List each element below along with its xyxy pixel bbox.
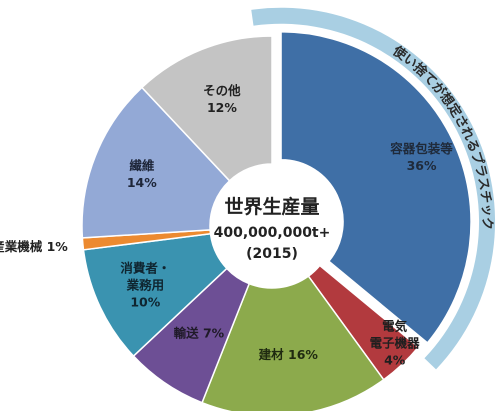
center-hole <box>210 164 334 288</box>
label-textile: 繊維 14% <box>127 158 157 190</box>
center-year: (2015) <box>246 246 298 262</box>
label-electric: 電気電子機器 4% <box>370 318 421 367</box>
slice-textile <box>81 86 231 239</box>
label-electric-line: 電気 <box>382 318 408 333</box>
label-consumer: 消費者・業務用 10% <box>120 261 170 310</box>
center-amount: 400,000,000t+ <box>214 225 331 241</box>
label-textile-line: 14% <box>127 175 157 190</box>
donut-center: 世界生産量 400,000,000t+ (2015) <box>210 164 334 288</box>
label-construction: 建材 16% <box>259 347 319 362</box>
slice-labels: 容器包装等 36% 電気電子機器 4% 建材 16% 輸送 7% 消費者・業務用 10% 産業機… <box>0 83 453 367</box>
label-consumer-line: 消費者・ <box>120 261 170 276</box>
label-consumer-line: 10% <box>130 295 160 310</box>
label-packaging: 容器包装等 36% <box>389 141 453 173</box>
label-consumer-line: 業務用 <box>126 278 165 293</box>
label-transport: 輸送 7% <box>174 326 225 341</box>
label-industrial: 産業機械 1% <box>0 239 68 254</box>
label-textile-line: 繊維 <box>129 158 155 173</box>
label-packaging-line: 容器包装等 <box>389 141 453 156</box>
label-construction-line: 建材 16% <box>259 347 319 362</box>
label-other: その他 12% <box>203 83 241 115</box>
donut-slices <box>81 30 472 411</box>
center-title: 世界生産量 <box>224 195 319 218</box>
label-other-line: その他 <box>203 83 241 98</box>
label-electric-line: 4% <box>384 352 406 367</box>
slice-packaging <box>280 30 472 344</box>
label-electric-line: 電子機器 <box>370 335 421 350</box>
label-packaging-line: 36% <box>407 158 437 173</box>
label-other-line: 12% <box>207 100 237 115</box>
label-industrial-line: 産業機械 1% <box>0 239 68 254</box>
label-transport-line: 輸送 7% <box>174 326 225 341</box>
